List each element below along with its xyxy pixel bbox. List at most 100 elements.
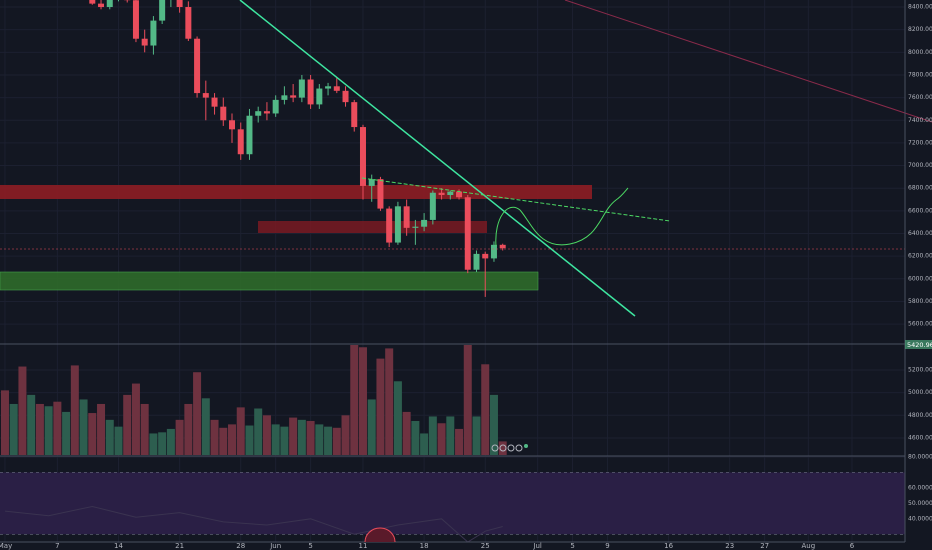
candle-body bbox=[482, 253, 489, 259]
candle-body bbox=[447, 191, 454, 195]
volume-bar bbox=[201, 398, 210, 455]
volume-bar bbox=[498, 441, 507, 455]
volume-bar bbox=[437, 423, 446, 455]
volume-bar bbox=[324, 426, 333, 455]
volume-bar bbox=[262, 415, 271, 455]
rsi-line bbox=[4, 505, 503, 543]
volume-bar bbox=[289, 417, 298, 455]
y-tick-label: 6600.00 bbox=[908, 207, 932, 214]
volume-bar bbox=[297, 419, 306, 455]
candle-body bbox=[229, 120, 236, 130]
candle-body bbox=[307, 79, 314, 105]
support-zone bbox=[0, 271, 539, 291]
volume-bar bbox=[79, 399, 88, 455]
candle-body bbox=[386, 208, 393, 243]
trendline bbox=[239, 0, 636, 317]
volume-bar bbox=[210, 419, 219, 455]
candle-body bbox=[255, 111, 262, 116]
volume-bar bbox=[123, 394, 132, 455]
volume-bar bbox=[228, 424, 237, 455]
candle-body bbox=[159, 0, 166, 21]
candle-body bbox=[263, 111, 270, 114]
y-tick-label: 7200.00 bbox=[908, 139, 932, 146]
candle-body bbox=[237, 129, 244, 155]
volume-bar bbox=[219, 427, 228, 455]
volume-bar bbox=[385, 348, 394, 455]
x-tick-label: 25 bbox=[481, 542, 490, 550]
candle-body bbox=[464, 197, 471, 270]
y-tick-label: 8400.00 bbox=[908, 4, 932, 11]
volume-bar bbox=[175, 419, 184, 455]
volume-bar bbox=[9, 403, 18, 455]
volume-bar bbox=[481, 364, 490, 455]
y-tick-label: 7800.00 bbox=[908, 71, 932, 78]
candle-body bbox=[325, 86, 332, 89]
candle-body bbox=[412, 226, 419, 228]
candle-body bbox=[429, 192, 436, 220]
volume-bar bbox=[402, 411, 411, 455]
volume-bar bbox=[306, 420, 315, 455]
y-tick-label: 40.0000 bbox=[908, 515, 932, 522]
candle-body bbox=[290, 95, 297, 98]
y-tick-label: 50.0000 bbox=[908, 500, 932, 507]
marks bbox=[0, 0, 905, 543]
candle-body bbox=[377, 179, 384, 209]
volume-bar bbox=[420, 433, 429, 455]
volume-bar bbox=[315, 424, 324, 455]
y-tick-label: 5000.00 bbox=[908, 389, 932, 396]
x-tick-label: 14 bbox=[114, 542, 123, 550]
volume-bar bbox=[140, 403, 149, 455]
y-tick-label: 6000.00 bbox=[908, 275, 932, 282]
y-tick-label: 7000.00 bbox=[908, 162, 932, 169]
volume-bar bbox=[236, 407, 245, 455]
y-tick-label: 6200.00 bbox=[908, 253, 932, 260]
x-tick-label: 9 bbox=[605, 542, 609, 550]
volume-bar bbox=[489, 394, 498, 455]
volume-bar bbox=[280, 426, 289, 455]
volume-bar bbox=[254, 408, 263, 455]
candle-body bbox=[220, 106, 227, 121]
x-tick-label: 5 bbox=[570, 542, 574, 550]
x-tick-label: 18 bbox=[420, 542, 429, 550]
volume-bar bbox=[114, 426, 123, 455]
candle-body bbox=[342, 90, 349, 103]
alert-icons bbox=[491, 444, 528, 452]
volume-bar bbox=[27, 394, 36, 455]
volume-bar bbox=[455, 428, 464, 455]
volume-bar bbox=[358, 347, 367, 455]
trendline bbox=[564, 0, 932, 123]
y-tick-label: 8200.00 bbox=[908, 26, 932, 33]
candle-body bbox=[98, 3, 105, 8]
volume-bar bbox=[166, 428, 175, 455]
candle-body bbox=[132, 0, 139, 39]
x-tick-label: 27 bbox=[760, 542, 769, 550]
candle-body bbox=[141, 38, 148, 46]
y-tick-label: 6800.00 bbox=[908, 185, 932, 192]
candle-body bbox=[150, 20, 157, 46]
volume-bar bbox=[376, 358, 385, 455]
rsi-band bbox=[0, 472, 905, 535]
x-tick-label: May bbox=[0, 542, 12, 550]
candle-body bbox=[194, 38, 201, 94]
x-tick-label: 6 bbox=[850, 542, 855, 550]
volume-bar bbox=[88, 413, 97, 455]
last-label: 5420.96 bbox=[907, 341, 932, 349]
trendline bbox=[361, 177, 671, 222]
candle-body bbox=[456, 191, 463, 198]
volume-bar bbox=[271, 424, 280, 455]
x-tick-label: Aug bbox=[801, 542, 815, 550]
candle-body bbox=[176, 0, 183, 8]
candle-body bbox=[490, 244, 497, 259]
volume-bar bbox=[245, 425, 254, 455]
candle-body bbox=[185, 7, 192, 39]
candle-body bbox=[359, 127, 366, 186]
candle-body bbox=[499, 244, 506, 249]
volume-bar bbox=[411, 420, 420, 455]
x-tick-label: 5 bbox=[308, 542, 312, 550]
candle-body bbox=[438, 192, 445, 195]
x-tick-label: 7 bbox=[55, 542, 59, 550]
x-tick-label: Jun bbox=[269, 542, 281, 550]
candle-body bbox=[421, 219, 428, 227]
oversold-mark bbox=[364, 527, 396, 543]
candle-body bbox=[333, 86, 340, 91]
